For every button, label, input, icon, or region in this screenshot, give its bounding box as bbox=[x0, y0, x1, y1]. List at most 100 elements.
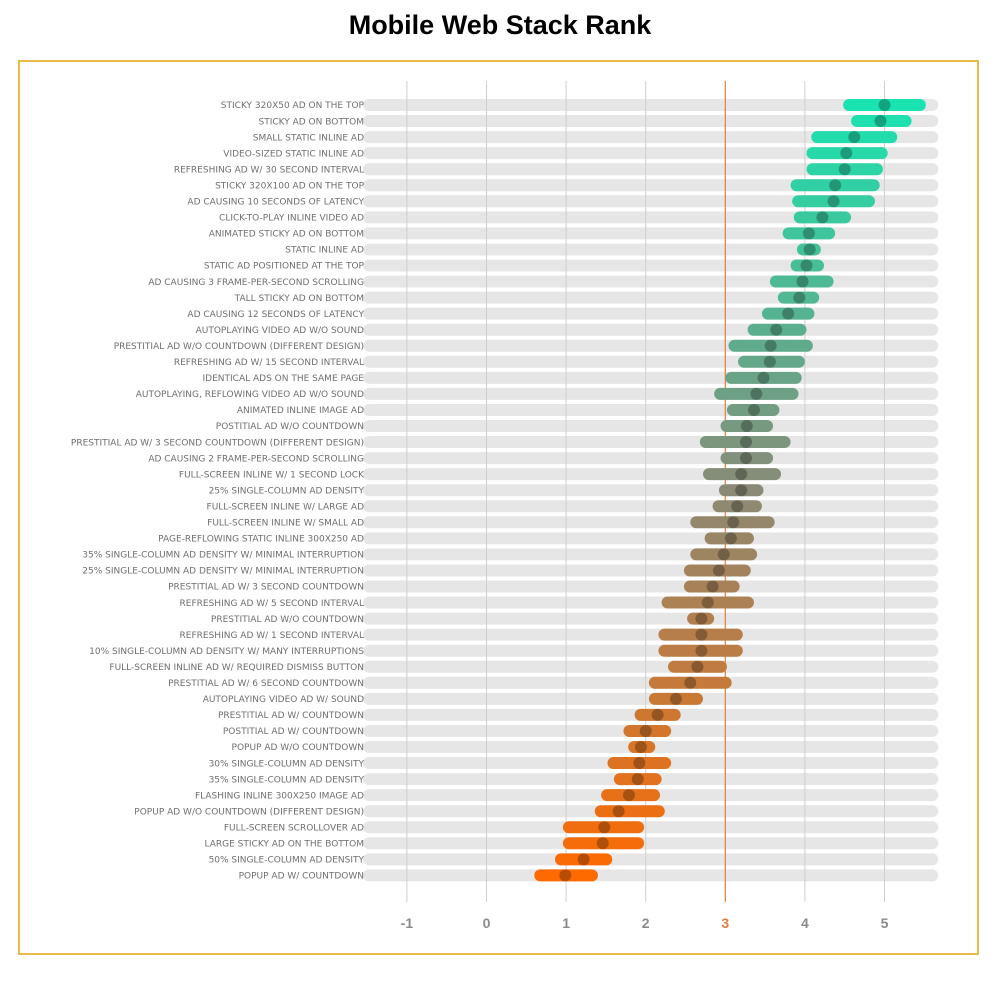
category-label: REFRESHING AD W/ 5 SECOND INTERVAL bbox=[180, 599, 364, 609]
mean-dot bbox=[577, 853, 590, 866]
mean-dot bbox=[639, 724, 652, 737]
mean-dot bbox=[763, 355, 776, 368]
mean-dot bbox=[829, 179, 842, 192]
chart-title: Mobile Web Stack Rank bbox=[348, 10, 652, 40]
mean-dot bbox=[724, 532, 737, 545]
category-label: FLASHING INLINE 300X250 IMAGE AD bbox=[195, 791, 364, 801]
chart-frame bbox=[18, 60, 979, 955]
x-tick-label: 5 bbox=[881, 915, 889, 931]
category-label: FULL-SCREEN INLINE AD W/ REQUIRED DISMIS… bbox=[109, 663, 364, 673]
mean-dot bbox=[803, 243, 816, 256]
category-label: STICKY AD ON BOTTOM bbox=[259, 117, 365, 127]
category-label: FULL-SCREEN INLINE W/ LARGE AD bbox=[207, 502, 365, 512]
category-label: PRESTITIAL AD W/O COUNTDOWN bbox=[211, 615, 364, 625]
category-label: AUTOPLAYING VIDEO AD W/ SOUND bbox=[203, 695, 364, 705]
mean-dot bbox=[598, 821, 611, 834]
mean-dot bbox=[701, 596, 714, 609]
category-label: REFRESHING AD W/ 15 SECOND INTERVAL bbox=[174, 358, 364, 368]
category-label: IDENTICAL ADS ON THE SAME PAGE bbox=[203, 374, 365, 384]
x-tick-label: 2 bbox=[642, 915, 650, 931]
mean-dot bbox=[634, 741, 647, 753]
category-label: AUTOPLAYING, REFLOWING VIDEO AD W/O SOUN… bbox=[136, 390, 364, 400]
mean-dot bbox=[757, 371, 770, 384]
mean-dot bbox=[747, 403, 760, 416]
category-label: REFRESHING AD W/ 1 SECOND INTERVAL bbox=[180, 631, 364, 641]
category-label: POSTITIAL AD W/ COUNTDOWN bbox=[223, 727, 364, 737]
mean-dot bbox=[874, 115, 887, 128]
category-label: CLICK-TO-PLAY INLINE VIDEO AD bbox=[219, 214, 364, 224]
category-label: LARGE STICKY AD ON THE BOTTOM bbox=[205, 840, 364, 850]
mean-dot bbox=[695, 612, 708, 625]
mean-dot bbox=[782, 307, 795, 320]
mean-dot bbox=[651, 708, 664, 721]
mean-dot bbox=[559, 869, 572, 882]
x-tick-label: 3 bbox=[721, 915, 729, 931]
category-label: PRESTITIAL AD W/ 3 SECOND COUNTDOWN bbox=[168, 583, 364, 593]
range-bar-layer bbox=[534, 99, 926, 882]
mean-dot bbox=[827, 195, 840, 208]
mean-dot bbox=[727, 516, 740, 529]
mean-dot bbox=[633, 757, 646, 770]
category-label: 50% SINGLE-COLUMN AD DENSITY bbox=[209, 856, 365, 866]
mean-dot bbox=[800, 259, 813, 272]
category-label: STICKY 320X50 AD ON THE TOP bbox=[221, 101, 365, 111]
mean-dot bbox=[691, 660, 704, 673]
mean-dot bbox=[631, 773, 644, 786]
mean-dot bbox=[695, 628, 708, 641]
mean-dot bbox=[740, 420, 753, 432]
category-label: AD CAUSING 3 FRAME-PER-SECOND SCROLLING bbox=[148, 278, 364, 288]
mean-dot bbox=[848, 131, 861, 144]
category-label-layer: STICKY 320X50 AD ON THE TOP STICKY AD ON … bbox=[71, 101, 365, 881]
category-label: POSTITIAL AD W/O COUNTDOWN bbox=[216, 422, 364, 432]
mean-dot bbox=[735, 484, 748, 497]
category-label: STATIC AD POSITIONED AT THE TOP bbox=[204, 262, 365, 272]
mean-dot bbox=[793, 291, 806, 304]
category-label: VIDEO-SIZED STATIC INLINE AD bbox=[223, 149, 364, 159]
category-label: PRESTITIAL AD W/ 3 SECOND COUNTDOWN (DIF… bbox=[71, 438, 364, 448]
category-label: 30% SINGLE-COLUMN AD DENSITY bbox=[209, 759, 365, 769]
category-label: FULL-SCREEN INLINE W/ SMALL AD bbox=[207, 519, 364, 529]
x-tick-label: 1 bbox=[562, 915, 570, 931]
mean-dot bbox=[622, 789, 635, 802]
mean-dot bbox=[706, 580, 719, 593]
category-label: AUTOPLAYING VIDEO AD W/O SOUND bbox=[196, 326, 364, 336]
category-label: POPUP AD W/ COUNTDOWN bbox=[239, 872, 364, 882]
category-label: REFRESHING AD W/ 30 SECOND INTERVAL bbox=[174, 165, 364, 175]
category-label: FULL-SCREEN INLINE W/ 1 SECOND LOCK bbox=[179, 470, 365, 480]
mean-dot bbox=[750, 387, 763, 400]
mean-dot bbox=[684, 676, 697, 689]
mean-dot bbox=[739, 436, 752, 449]
x-tick-label: 0 bbox=[483, 915, 491, 931]
mean-dot bbox=[764, 339, 777, 352]
mean-dot bbox=[770, 323, 783, 336]
mean-dot bbox=[612, 805, 625, 818]
mean-dot bbox=[735, 468, 748, 481]
mean-dot bbox=[596, 837, 609, 850]
mean-dot bbox=[802, 227, 815, 240]
mean-dot bbox=[739, 452, 752, 465]
gridline-layer bbox=[406, 81, 885, 902]
category-label: SMALL STATIC INLINE AD bbox=[253, 133, 364, 143]
mean-dot bbox=[816, 211, 829, 224]
mean-dot bbox=[712, 564, 725, 577]
x-tick-label: 4 bbox=[801, 915, 809, 931]
category-label: 35% SINGLE-COLUMN AD DENSITY bbox=[209, 775, 365, 785]
category-label: PRESTITIAL AD W/ COUNTDOWN bbox=[218, 711, 364, 721]
category-label: STICKY 320X100 AD ON THE TOP bbox=[215, 181, 364, 191]
category-label: ANIMATED INLINE IMAGE AD bbox=[237, 406, 364, 416]
mean-dot bbox=[669, 692, 682, 705]
category-label: FULL-SCREEN SCROLLOVER AD bbox=[224, 823, 364, 833]
category-label: STATIC INLINE AD bbox=[285, 246, 364, 256]
mean-dot bbox=[878, 99, 891, 111]
category-label: PRESTITIAL AD W/ 6 SECOND COUNTDOWN bbox=[168, 679, 364, 689]
category-label: 25% SINGLE-COLUMN AD DENSITY W/ MINIMAL … bbox=[82, 567, 364, 577]
category-label: 25% SINGLE-COLUMN AD DENSITY bbox=[209, 486, 365, 496]
category-label: AD CAUSING 2 FRAME-PER-SECOND SCROLLING bbox=[148, 454, 364, 464]
mean-dot bbox=[796, 275, 809, 288]
category-label: AD CAUSING 12 SECONDS OF LATENCY bbox=[187, 310, 364, 320]
category-label: TALL STICKY AD ON BOTTOM bbox=[234, 294, 364, 304]
category-label: ANIMATED STICKY AD ON BOTTOM bbox=[209, 230, 364, 240]
mean-dot bbox=[731, 500, 744, 513]
x-tick-layer: -1 0 1 2 3 4 5 bbox=[401, 915, 889, 931]
